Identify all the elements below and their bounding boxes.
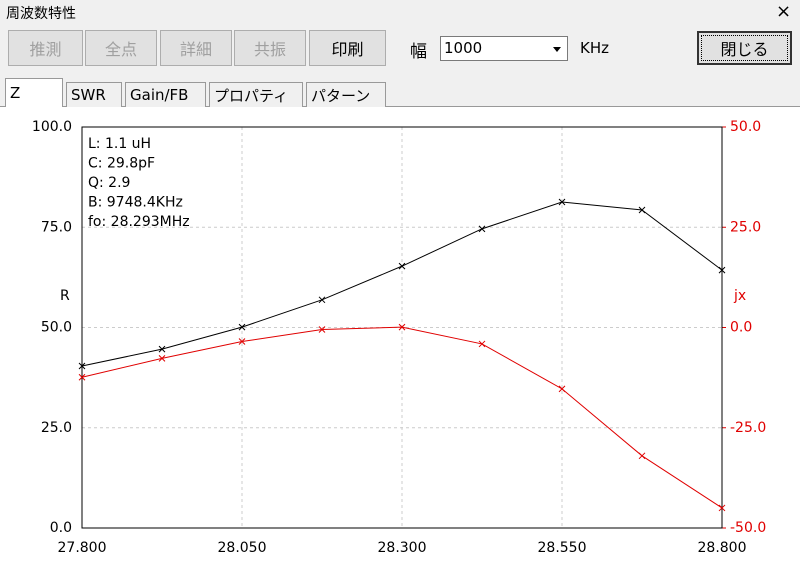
tab[interactable]: Gain/FB (125, 82, 206, 107)
toolbar-button: 推測 (8, 30, 83, 66)
window-title: 周波数特性 (6, 6, 76, 22)
close-icon[interactable]: × (776, 1, 792, 22)
tab[interactable]: Z (5, 78, 63, 107)
axis-label: jx (733, 288, 746, 304)
close-button[interactable]: 閉じる (697, 31, 792, 65)
x-tick-label: 28.050 (218, 540, 267, 556)
toolbar-button: 詳細 (160, 30, 232, 66)
marker (718, 266, 726, 274)
y2-tick-label: -25.0 (730, 420, 766, 436)
y2-tick-label: -50.0 (730, 520, 766, 536)
tab[interactable]: プロパティ (209, 82, 303, 107)
y2-tick-label: 50.0 (730, 119, 761, 135)
marker (558, 198, 566, 206)
combo-value: 1000 (444, 39, 483, 57)
marker (478, 225, 486, 233)
toolbar-button: 共振 (234, 30, 306, 66)
y2-tick-label: 25.0 (730, 219, 761, 235)
tab[interactable]: パターン (306, 82, 386, 107)
toolbar-button: 全点 (85, 30, 157, 66)
x-tick-label: 28.300 (378, 540, 427, 556)
y-tick-label: 50.0 (41, 320, 72, 336)
marker (158, 345, 166, 353)
marker (78, 373, 86, 381)
marker (478, 340, 486, 348)
y-tick-label: 0.0 (50, 520, 72, 536)
y-tick-label: 100.0 (32, 119, 72, 135)
axis-label: R (60, 288, 70, 304)
x-tick-label: 28.550 (538, 540, 587, 556)
y-tick-label: 25.0 (41, 420, 72, 436)
marker (638, 206, 646, 214)
annotation: C: 29.8pF (88, 156, 155, 172)
tab[interactable]: SWR (66, 82, 122, 107)
marker (78, 362, 86, 370)
dropdown-arrow (553, 47, 561, 52)
width-combo[interactable]: 1000 (440, 36, 568, 61)
x-tick-label: 28.800 (698, 540, 747, 556)
marker (238, 323, 246, 331)
x-tick-label: 27.800 (58, 540, 107, 556)
marker (238, 338, 246, 345)
toolbar-button[interactable]: 印刷 (309, 30, 386, 66)
marker (318, 296, 326, 304)
plot-frame (81, 126, 723, 529)
annotation: Q: 2.9 (88, 175, 130, 191)
marker (638, 452, 646, 460)
chart-panel (0, 106, 800, 565)
annotation: L: 1.1 uH (88, 136, 151, 152)
marker (158, 355, 166, 362)
marker (398, 262, 406, 270)
annotation: B: 9748.4KHz (88, 195, 183, 211)
y-tick-label: 75.0 (41, 219, 72, 235)
width-label: 幅 (410, 42, 427, 62)
marker (318, 326, 326, 333)
y2-tick-label: 0.0 (730, 320, 752, 336)
marker (558, 385, 566, 393)
marker (718, 504, 726, 512)
marker (398, 323, 406, 331)
annotation: fo: 28.293MHz (88, 214, 190, 230)
unit-label: KHz (580, 39, 609, 57)
